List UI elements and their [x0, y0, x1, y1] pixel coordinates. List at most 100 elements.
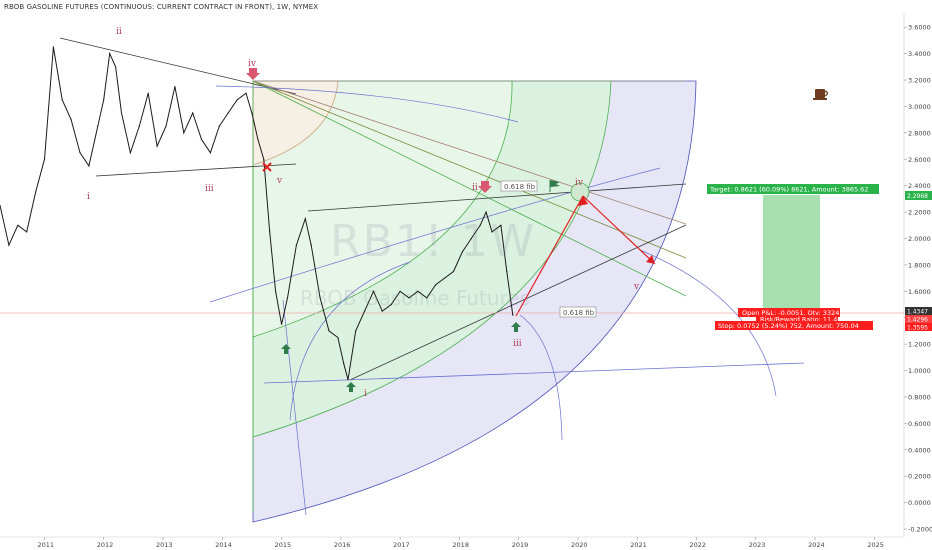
x-tick-label: 2025: [867, 541, 884, 549]
price-point: [52, 46, 55, 48]
y-tick-label: 1.2000: [908, 341, 931, 349]
drawing-layer: [0, 37, 904, 523]
price-point: [61, 99, 63, 101]
open-pl-label: Open P&L: -0.0051, Qty: 3324: [742, 309, 839, 317]
price-axis-labels: 2.2968 1.4347 1.4296 1.3595: [905, 191, 932, 332]
x-tick-label: 2023: [749, 541, 766, 549]
trendline-upper: [59, 37, 297, 95]
price-point: [227, 112, 229, 114]
x-tick-label: 2019: [512, 541, 529, 549]
price-point: [426, 297, 428, 299]
arrow-up-marker: [281, 344, 291, 354]
trendline-lower: [95, 163, 297, 177]
price-point: [165, 125, 167, 127]
x-tick-label: 2015: [275, 541, 292, 549]
price-point: [269, 231, 271, 233]
support-line: [349, 224, 687, 381]
price-point: [8, 244, 10, 246]
price-point: [174, 86, 176, 88]
y-tick-label: 0.0000: [908, 499, 931, 507]
y-tick-label: 1.6000: [908, 288, 931, 296]
y-tick-label: 1.8000: [908, 261, 931, 269]
risk-reward-label: Risk/Reward Ratio: 11.46: [760, 316, 842, 324]
price-point: [79, 152, 81, 154]
risk-reward-box: [756, 315, 838, 323]
price-point: [452, 270, 455, 273]
target-price-label: 2.2968: [907, 193, 928, 200]
price-point: [319, 297, 321, 299]
y-tick-label: 2.6000: [908, 156, 931, 164]
x-tick-label: 2017: [393, 541, 410, 549]
x-tick-label: 2021: [630, 541, 647, 549]
price-point: [347, 379, 349, 381]
arc-blue-4: [519, 314, 563, 441]
price-point: [512, 314, 514, 316]
price-point: [97, 125, 99, 127]
price-point: [506, 270, 508, 273]
trade-labels: Target: 0.8621 (60.09%) 8621, Amount: 38…: [707, 184, 879, 330]
price-point: [109, 53, 111, 55]
arrow-head-up: [578, 196, 588, 206]
price-point: [275, 290, 277, 292]
price-point: [183, 132, 185, 134]
x-tick-label: 2020: [571, 541, 588, 549]
entry-price-label: 1.4296: [907, 317, 928, 324]
price-point: [500, 224, 502, 226]
markers: [246, 68, 829, 392]
arrow-down-marker: [478, 181, 492, 193]
profit-zone: [763, 195, 820, 313]
y-tick-label: 0.8000: [908, 393, 931, 401]
price-point: [310, 244, 312, 246]
price-point: [120, 112, 123, 114]
y-tick-label: 3.6000: [908, 24, 931, 32]
price-point: [286, 297, 289, 299]
price-point: [209, 152, 211, 154]
stop-label-box: [715, 321, 873, 330]
price-point: [337, 336, 339, 339]
wave-label-i-top: i: [87, 192, 90, 202]
x-axis-ticks: 2011 2012 2013 2014 2015 2016 2017 2018 2019 2020…: [37, 537, 884, 549]
chart-title: RBOB GASOLINE FUTURES (CONTINUOUS: CURRE…: [4, 3, 319, 11]
wave-label-i-bottom: i: [364, 389, 367, 399]
arrow-down-marker: [246, 68, 260, 80]
price-point: [88, 165, 90, 167]
projection-arrow-down: [582, 195, 656, 265]
y-tick-label: 2.4000: [908, 182, 931, 190]
fib-tags: 0.618 fib 0.618 fib: [500, 180, 597, 318]
arrow-up-marker: [346, 382, 356, 392]
arc-blue-2: [215, 85, 519, 123]
wave-label-v-bottom: v: [633, 282, 640, 292]
y-tick-label: 1.0000: [908, 367, 931, 375]
price-point: [70, 119, 72, 121]
x-tick-label: 2012: [97, 541, 114, 549]
price-point: [115, 66, 117, 68]
price-point: [138, 125, 140, 127]
price-point: [200, 138, 203, 140]
price-point: [295, 244, 297, 246]
price-point: [245, 92, 247, 94]
open-pl-box: [738, 308, 840, 317]
x-tick-label: 2022: [690, 541, 707, 549]
price-point: [156, 145, 158, 147]
price-point: [399, 290, 401, 292]
fan-line-olive: [252, 80, 687, 259]
base-line-blue: [263, 362, 805, 384]
projection-arrow-up: [515, 195, 584, 317]
price-point: [218, 125, 220, 127]
wave-label-iii-bottom: iii: [513, 339, 522, 349]
price-point: [43, 158, 46, 160]
price-point: [281, 323, 283, 325]
wave-label-ii-top: ii: [116, 27, 122, 37]
wave-label-ii-bottom: ii: [472, 183, 478, 193]
fan-line-green: [252, 80, 687, 297]
price-point: [479, 224, 481, 226]
stop-price-label: 1.3595: [907, 325, 928, 332]
fan-line-brown: [252, 80, 687, 225]
price-point: [364, 310, 366, 312]
price-point: [343, 363, 345, 365]
target-label: Target: 0.8621 (60.09%) 8621, Amount: 38…: [709, 186, 868, 194]
x-tick-label: 2018: [452, 541, 469, 549]
x-tick-label: 2016: [334, 541, 351, 549]
price-point: [444, 277, 446, 279]
